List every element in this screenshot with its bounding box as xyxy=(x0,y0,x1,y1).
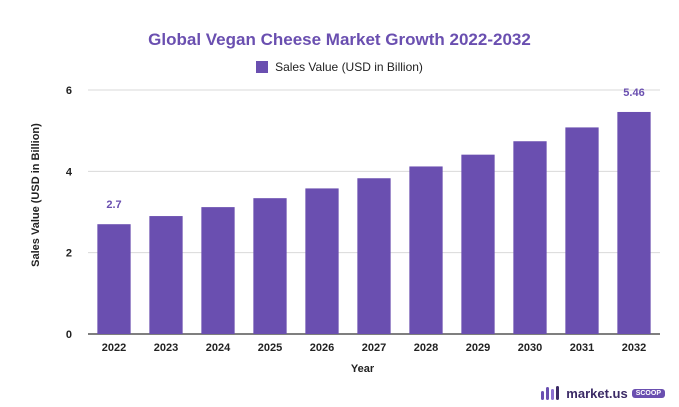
watermark-name: market.us xyxy=(566,385,628,401)
bar-2026 xyxy=(305,188,339,334)
bar-2027 xyxy=(357,178,391,334)
bar-2023 xyxy=(149,216,183,334)
legend: Sales Value (USD in Billion) xyxy=(0,60,679,74)
bar-2031 xyxy=(565,127,599,334)
x-tick-label: 2030 xyxy=(518,342,542,354)
x-tick-label: 2025 xyxy=(258,342,282,354)
data-label-2022: 2.7 xyxy=(106,199,121,211)
market-us-logo-icon xyxy=(541,386,560,400)
x-tick-label: 2027 xyxy=(362,342,386,354)
y-tick-label: 0 xyxy=(66,329,72,341)
bar-2024 xyxy=(201,207,235,334)
x-tick-label: 2024 xyxy=(206,342,231,354)
y-tick-label: 4 xyxy=(66,166,73,178)
x-tick-label: 2023 xyxy=(154,342,178,354)
data-label-2032: 5.46 xyxy=(623,87,644,99)
chart-title: Global Vegan Cheese Market Growth 2022-2… xyxy=(148,30,531,49)
bar-2025 xyxy=(253,198,287,334)
watermark: market.us SCOOP xyxy=(540,385,665,401)
x-tick-label: 2029 xyxy=(466,342,490,354)
bar-2029 xyxy=(461,154,495,334)
x-tick-label: 2026 xyxy=(310,342,334,354)
x-tick-label: 2028 xyxy=(414,342,438,354)
bar-2030 xyxy=(513,141,547,334)
x-axis-label: Year xyxy=(350,363,375,375)
legend-swatch xyxy=(256,61,269,73)
x-tick-label: 2031 xyxy=(570,342,594,354)
y-tick-label: 2 xyxy=(66,248,72,260)
watermark-tag: SCOOP xyxy=(631,388,665,398)
legend-label: Sales Value (USD in Billion) xyxy=(275,60,423,74)
x-tick-label: 2032 xyxy=(622,342,646,354)
bar-2032 xyxy=(617,111,651,335)
bar-2022 xyxy=(97,224,131,334)
y-tick-label: 6 xyxy=(66,85,72,97)
bar-2028 xyxy=(409,166,443,334)
x-tick-label: 2022 xyxy=(102,342,126,354)
